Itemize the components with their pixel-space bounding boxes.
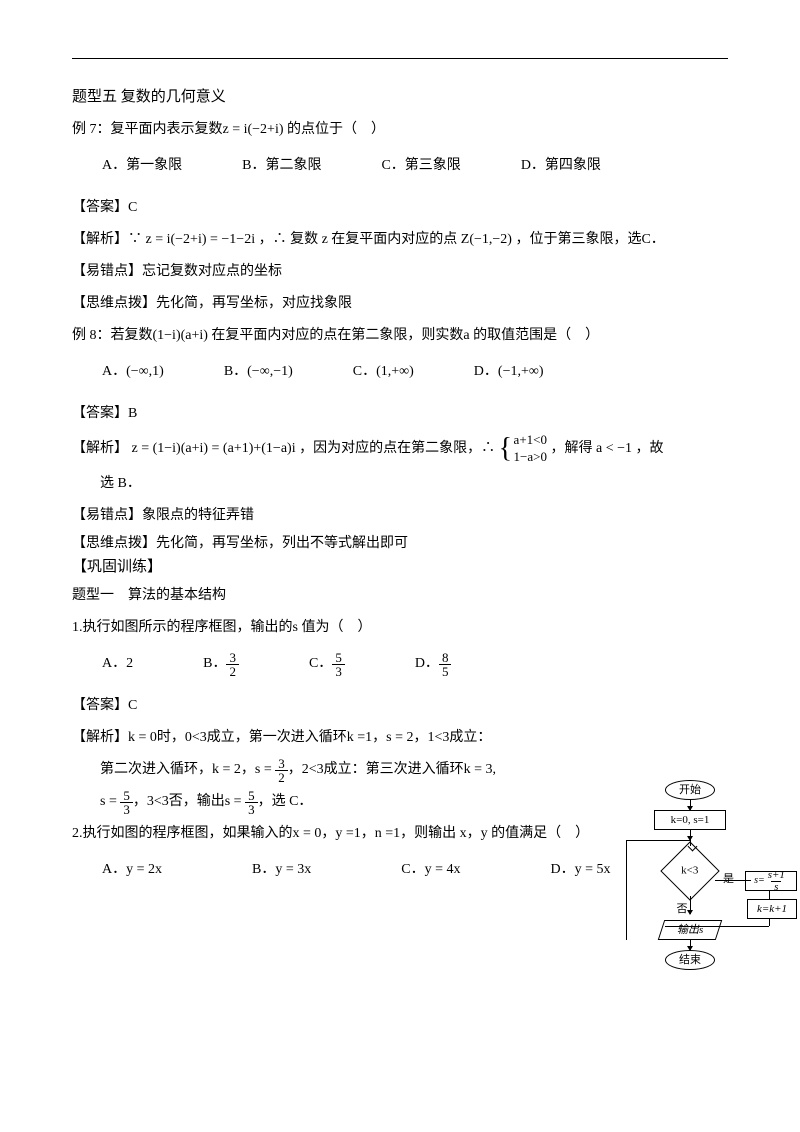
fc-inc-k: k=k+1 <box>747 899 797 919</box>
ex7-opt-d: D．第四象限 <box>521 152 601 180</box>
fc-arrow-icon <box>690 940 691 950</box>
frac-8-5: 85 <box>439 651 452 678</box>
ex7-tip: 【思维点拨】先化简，再写坐标，对应找象限 <box>72 290 728 318</box>
ex7-analysis: 【解析】∵ z = i(−2+i) = −1−2i ，∴ 复数 z 在复平面内对… <box>72 226 728 254</box>
ex8-analysis-line2: 选 B． <box>72 470 728 498</box>
consolidation-heading: 【巩固训练】 <box>72 557 728 578</box>
ex7-opt-c: C．第三象限 <box>381 152 460 180</box>
ex7-opt-b: B．第二象限 <box>242 152 321 180</box>
q1-opt-a: A．2 <box>102 650 133 678</box>
q1-prompt: 1.执行如图所示的程序框图，输出的s 值为（ ） <box>72 614 728 642</box>
case-body: a+1<0 1−a>0 <box>514 432 547 466</box>
q2-opt-a: A．y = 2x <box>102 856 162 884</box>
section-5-heading: 题型五 复数的几何意义 <box>72 82 728 112</box>
ex8-answer: 【答案】B <box>72 400 728 428</box>
ex8-tip: 【思维点拨】先化简，再写坐标，列出不等式解出即可 <box>72 534 728 554</box>
ex8-options: A．(−∞,1) B．(−∞,−1) C．(1,+∞) D．(−1,+∞) <box>72 358 728 386</box>
case-bot: 1−a>0 <box>514 449 547 466</box>
fc-output: 输出s <box>658 920 722 940</box>
q1-opt-b: B．32 <box>203 650 239 678</box>
frac-3-2b: 32 <box>275 757 288 784</box>
frac-3-2: 32 <box>226 651 239 678</box>
page: 题型五 复数的几何意义 例 7：复平面内表示复数z = i(−2+i) 的点位于… <box>0 0 800 1132</box>
ex8-opt-d: D．(−1,+∞) <box>474 358 544 386</box>
q1-line1: 【解析】k = 0时，0<3成立，第一次进入循环k =1，s = 2，1<3成立… <box>72 724 728 752</box>
q1-options: A．2 B．32 C．53 D．85 <box>72 650 728 678</box>
ex7-answer: 【答案】C <box>72 194 728 222</box>
fc-end: 结束 <box>665 950 715 970</box>
fc-init: k=0, s=1 <box>654 810 726 830</box>
q1-opt-c: C．53 <box>309 650 345 678</box>
flowchart-diagram: 开始 k=0, s=1 k<3 是 s= s+1s k=k+1 否 输出s 结束 <box>630 780 770 970</box>
q2-opt-b: B．y = 3x <box>252 856 311 884</box>
fc-line <box>769 918 770 926</box>
q1-opt-d: D．85 <box>415 650 452 678</box>
fc-start: 开始 <box>665 780 715 800</box>
fc-loop-left-line <box>626 840 627 940</box>
fc-decision: k<3 <box>660 841 719 900</box>
ex8-opt-a: A．(−∞,1) <box>102 358 164 386</box>
q1-answer: 【答案】C <box>72 692 728 720</box>
frac-5-3c: 53 <box>245 789 258 816</box>
fc-arrow-icon <box>690 800 691 810</box>
ex8-error-point: 【易错点】象限点的特征弄错 <box>72 502 728 530</box>
ex8-opt-b: B．(−∞,−1) <box>224 358 293 386</box>
q2-opt-c: C．y = 4x <box>401 856 460 884</box>
ex8-opt-c: C．(1,+∞) <box>353 358 414 386</box>
fc-calc-s: s= s+1s <box>745 871 797 891</box>
q2-opt-d: D．y = 5x <box>550 856 610 884</box>
header-rule <box>72 58 728 59</box>
fc-arrow-icon <box>690 830 691 840</box>
ex8-prompt: 例 8：若复数(1−i)(a+i) 在复平面内对应的点在第二象限，则实数a 的取… <box>72 322 728 350</box>
frac-5-3b: 53 <box>120 789 133 816</box>
ex8-analysis-pre: 【解析】 z = (1−i)(a+i) = (a+1)+(1−a)i ，因为对应… <box>72 441 495 456</box>
frac-5-3: 53 <box>332 651 345 678</box>
content-area: 题型五 复数的几何意义 例 7：复平面内表示复数z = i(−2+i) 的点位于… <box>0 70 800 884</box>
ex7-error-point: 【易错点】忘记复数对应点的坐标 <box>72 258 728 286</box>
ex7-options: A．第一象限 B．第二象限 C．第三象限 D．第四象限 <box>72 152 728 180</box>
case-brace-icon: { <box>499 435 512 463</box>
ex7-opt-a: A．第一象限 <box>102 152 182 180</box>
case-top: a+1<0 <box>514 432 547 449</box>
fc-yes-label: 是 <box>723 870 734 886</box>
fc-no-label: 否 <box>672 900 692 916</box>
ex7-prompt: 例 7：复平面内表示复数z = i(−2+i) 的点位于（ ） <box>72 116 728 144</box>
section-1b-heading: 题型一 算法的基本结构 <box>72 582 728 610</box>
ex8-analysis-post: ，解得 a < −1 ，故 <box>550 441 663 456</box>
fc-loop-top-line <box>626 840 690 841</box>
ex8-analysis: 【解析】 z = (1−i)(a+i) = (a+1)+(1−a)i ，因为对应… <box>72 432 728 466</box>
